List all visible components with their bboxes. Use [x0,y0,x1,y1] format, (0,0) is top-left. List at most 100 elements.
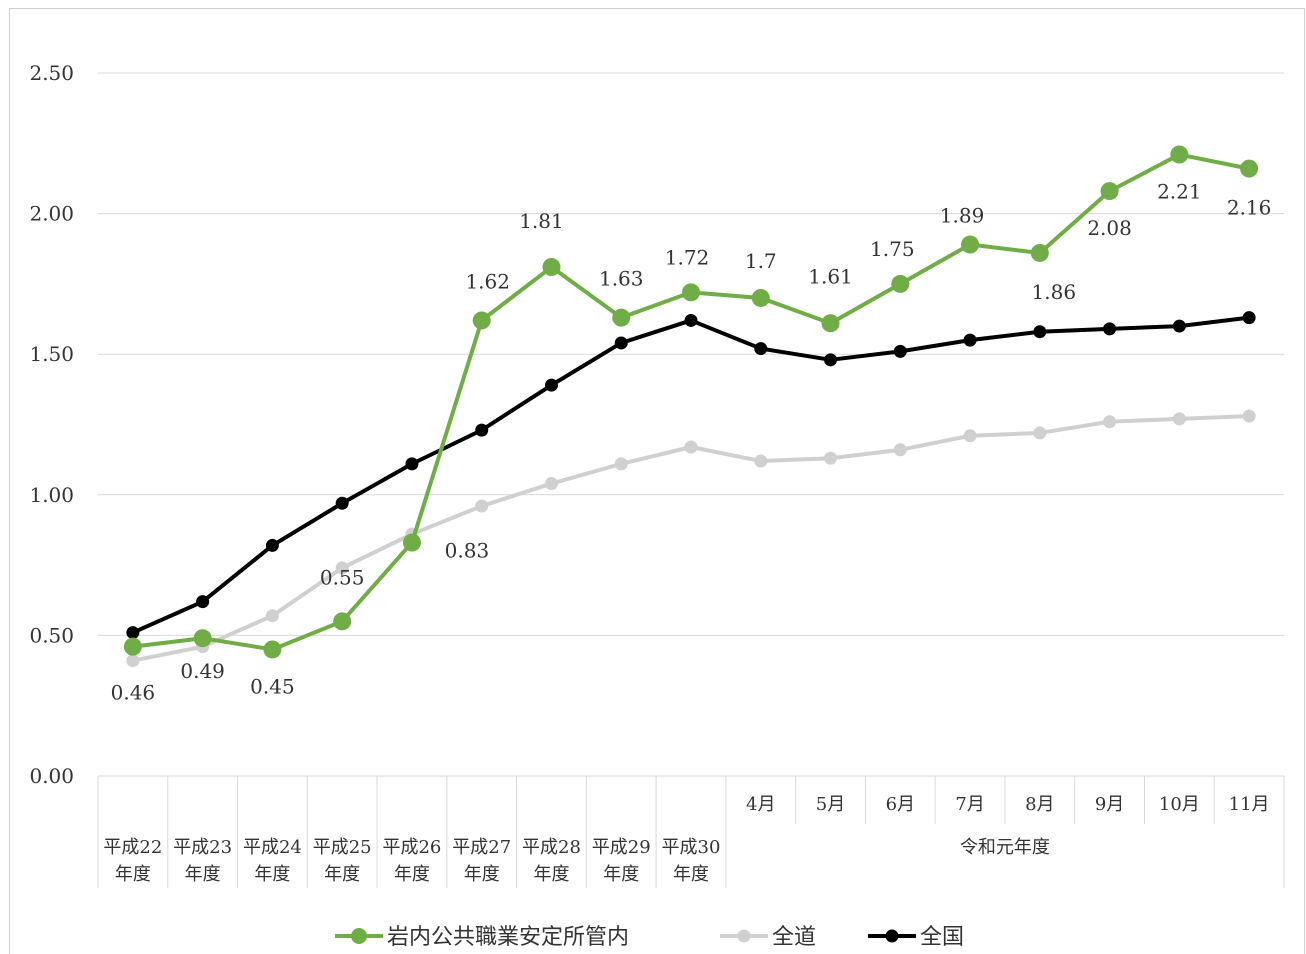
series-point [475,499,489,513]
legend-swatch-marker [737,929,751,943]
series-point [754,342,768,356]
series-point [824,451,838,465]
series-point [472,311,491,330]
series-point [824,353,838,367]
x-category-label: 年度 [673,864,709,885]
series-line-0 [132,152,1250,652]
series-point [265,538,279,552]
data-label: 2.08 [1087,216,1132,240]
data-label: 1.89 [940,204,985,228]
series-point [963,333,977,347]
x-category-label: 年度 [324,864,360,885]
series-point [1033,426,1047,440]
x-category-label: 平成24 [243,837,302,858]
data-label: 1.86 [1032,280,1077,304]
data-label: 2.16 [1227,196,1272,220]
x-category-label: 平成28 [522,837,581,858]
series-point [684,440,698,454]
series-point [1103,415,1117,429]
legend-label: 全国 [920,925,964,950]
series-point [542,258,561,277]
x-category-label: 年度 [533,864,569,885]
x-category-label: 平成22 [103,837,162,858]
series-point [265,609,279,623]
chart-frame [9,8,1305,954]
series-point [1240,159,1259,178]
data-label: 0.45 [250,674,295,698]
series-point [614,457,628,471]
legend-swatch-marker [351,928,367,944]
x-category-label: 7月 [955,794,984,815]
series-point [684,313,698,327]
series-point [1100,182,1119,201]
series-point [1170,145,1189,164]
y-tick-label: 2.50 [29,61,74,85]
legend-swatch-marker [885,929,899,943]
x-category-label: 平成26 [382,837,441,858]
axis-layer: 0.00 0.50 1.00 1.50 2.00 2.50 平成22 年度 平成23 年度 平成24… [29,61,1285,888]
y-tick-label: 1.50 [29,342,74,366]
legend: 岩内公共職業安定所管内 全道 全国 [335,925,964,950]
x-category-label: 平成30 [662,837,721,858]
data-label: 1.7 [745,249,777,273]
series-point [893,443,907,457]
x-group-label: 令和元年度 [960,837,1050,858]
series-point [475,423,489,437]
data-label: 1.63 [599,267,644,291]
series-point [123,637,142,656]
series-point [891,274,910,293]
series-point [963,429,977,443]
series-point [1033,325,1047,339]
series-point [405,457,419,471]
x-category-label: 年度 [603,864,639,885]
series-point [126,654,140,668]
x-category-label: 11月 [1229,794,1270,815]
data-label-layer: 0.46 0.49 0.45 0.55 0.83 1.62 1.81 1.63 1.72 1.7 1… [111,180,1272,705]
series-point [821,314,840,333]
data-label: 1.72 [665,245,710,269]
series-point [1242,311,1256,325]
series-layer [123,145,1259,668]
series-point [333,612,352,631]
series-line-2 [132,315,1250,635]
x-category-label: 平成29 [592,837,651,858]
series-point [1242,409,1256,423]
series-point [126,626,140,640]
series-point [335,496,349,510]
series-point [614,336,628,350]
x-category-label: 4月 [746,794,775,815]
x-category-label: 年度 [185,864,221,885]
data-label: 2.21 [1157,180,1202,204]
x-category-label: 年度 [464,864,500,885]
x-category-label: 10月 [1159,794,1200,815]
series-point [1030,243,1049,262]
series-point [544,378,558,392]
data-label: 1.62 [465,269,510,293]
series-point [612,308,631,327]
legend-label: 全道 [772,925,816,950]
series-point [754,454,768,468]
series-point [263,640,282,659]
y-tick-label: 0.00 [29,764,74,788]
x-category-label: 年度 [254,864,290,885]
data-label: 1.81 [519,209,564,233]
series-point [1172,412,1186,426]
y-tick-label: 0.50 [29,623,74,647]
data-label: 1.61 [808,264,853,288]
series-point [751,288,770,307]
series-point [193,629,212,648]
x-category-label: 9月 [1095,794,1124,815]
x-category-label: 6月 [886,794,915,815]
x-category-label: 年度 [115,864,151,885]
x-category-label: 平成25 [313,837,372,858]
x-category-label: 8月 [1025,794,1054,815]
data-label: 0.46 [111,681,156,705]
grid-layer [98,72,1284,777]
series-point [335,561,349,575]
series-point [893,344,907,358]
data-label: 0.55 [320,565,365,589]
series-point [402,533,421,552]
x-category-label: 平成23 [173,837,232,858]
x-category-label: 5月 [816,794,845,815]
data-label: 1.75 [870,237,915,261]
